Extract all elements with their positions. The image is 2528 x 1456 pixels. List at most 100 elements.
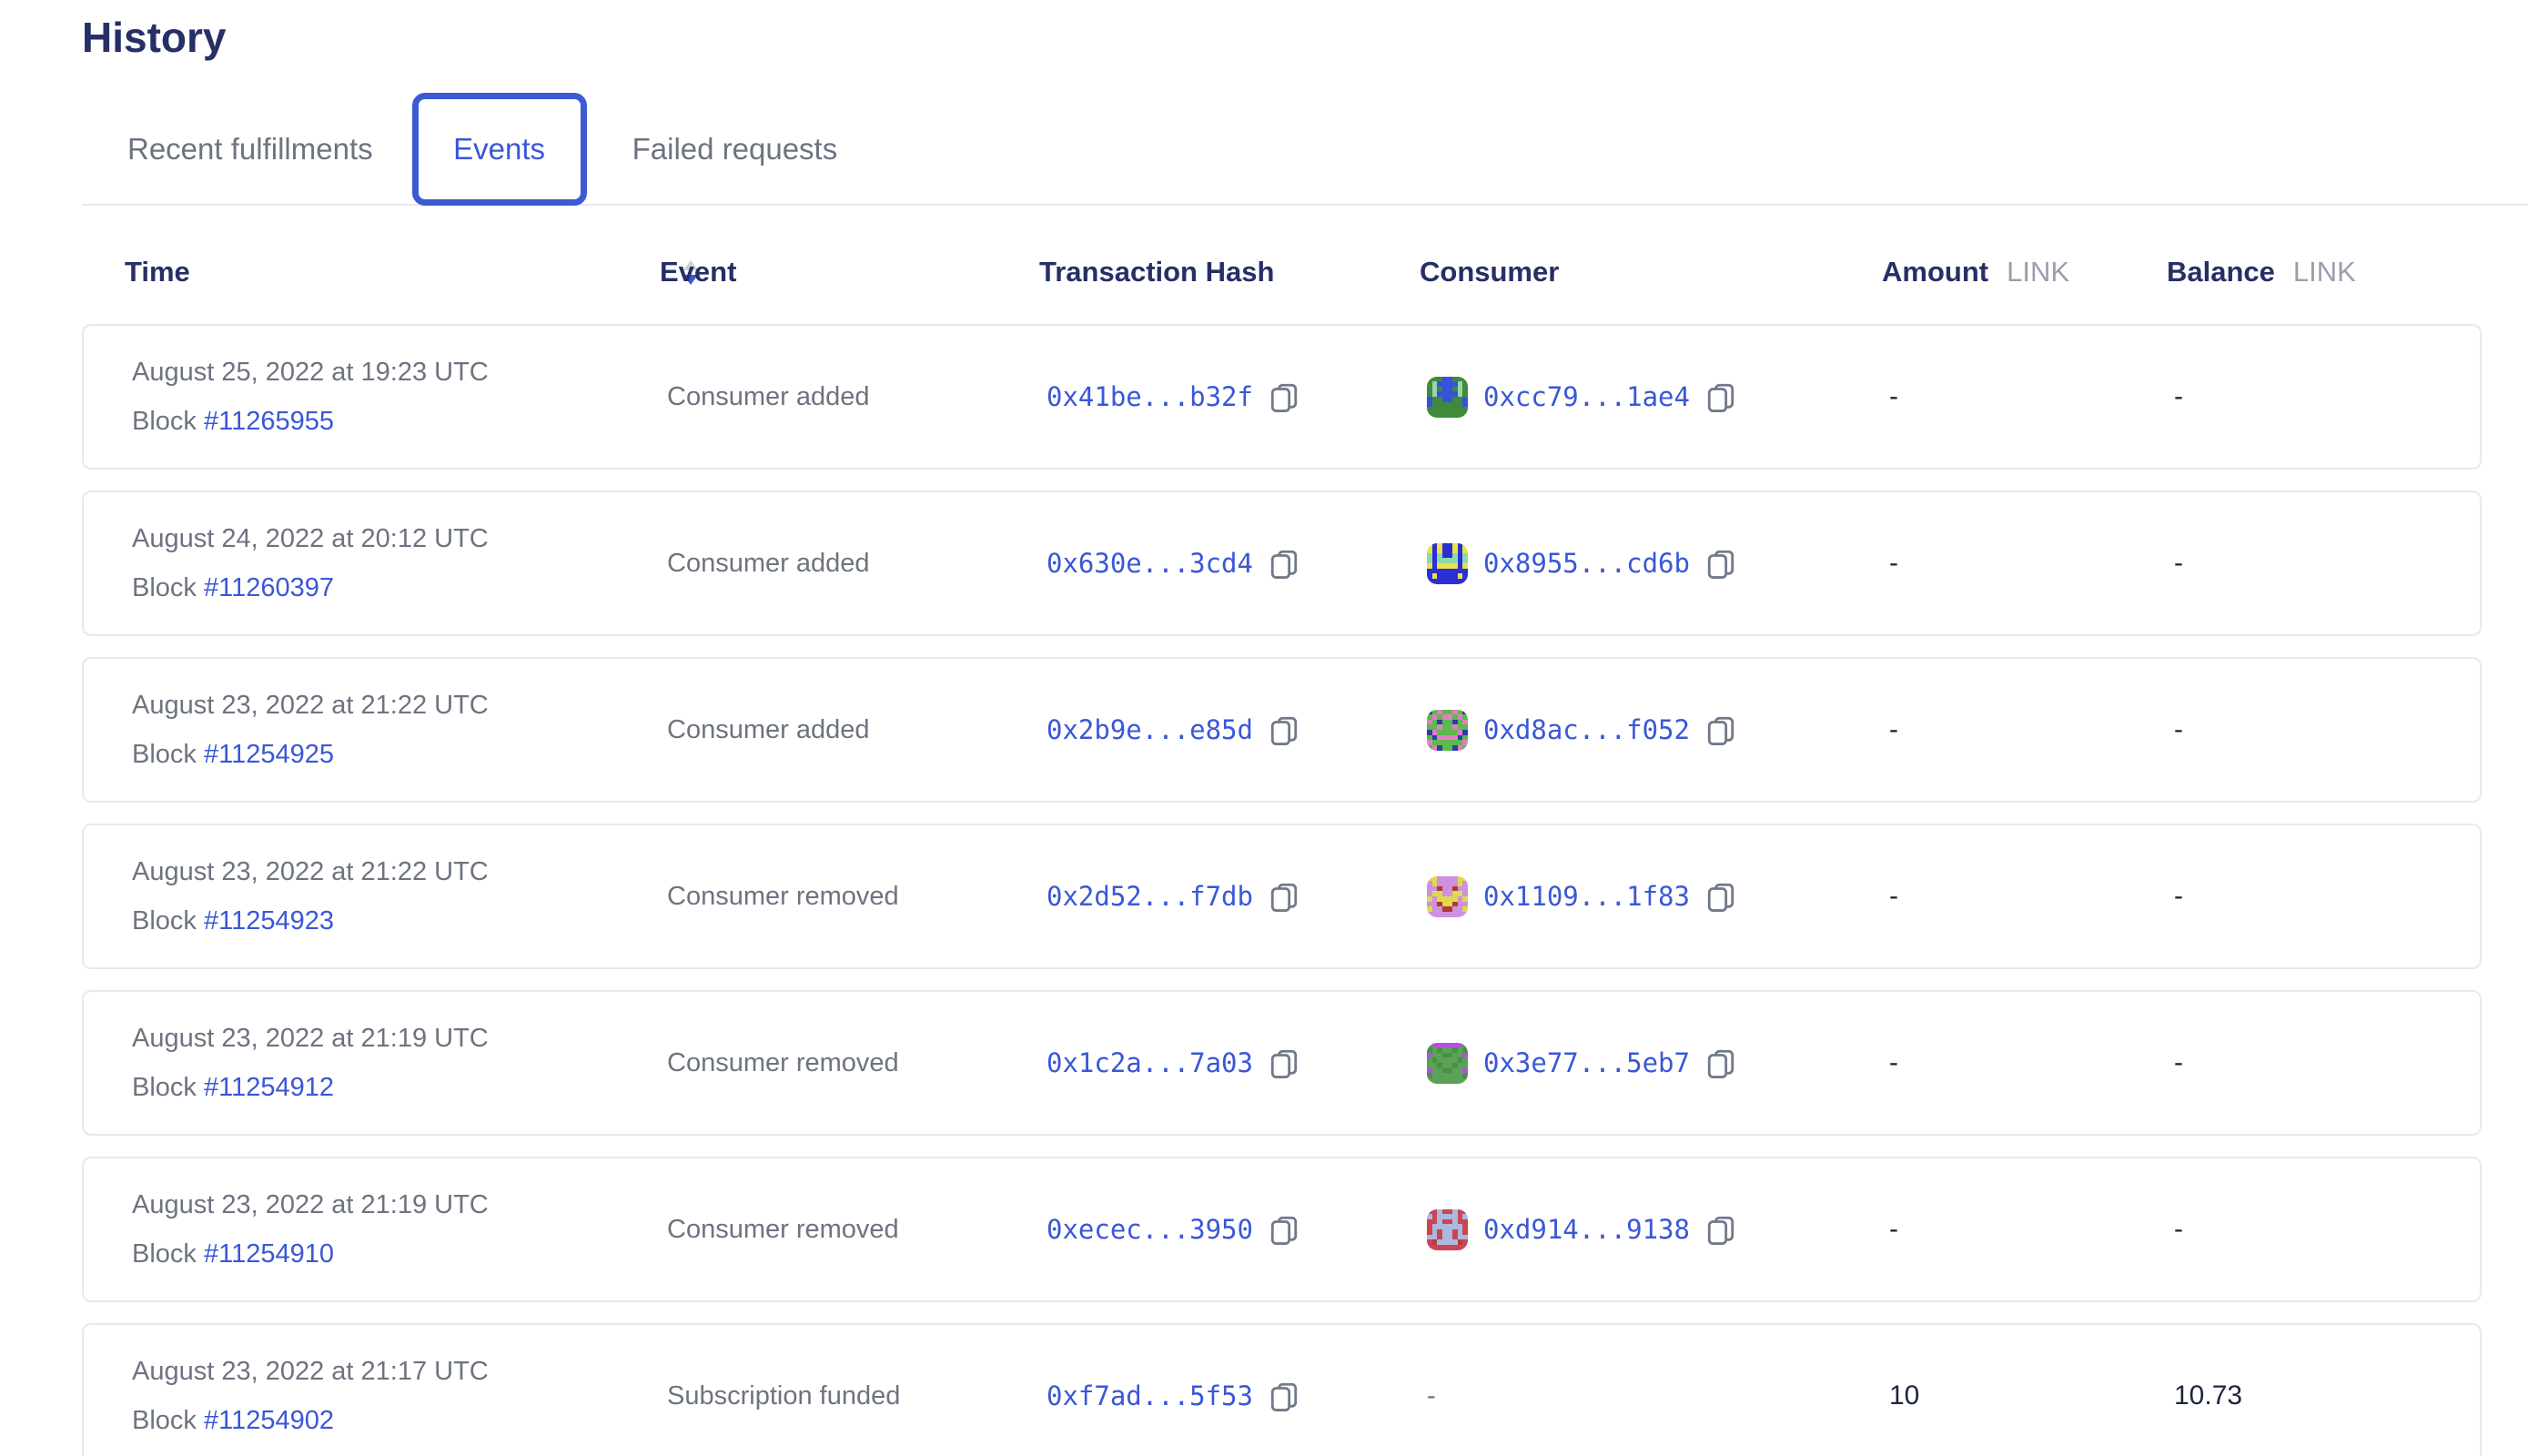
block-line: Block #11254925 [132,739,667,770]
event-date: August 25, 2022 at 19:23 UTC [132,358,489,387]
column-header-time-label: Time [125,256,190,288]
event-type-label: Consumer removed [667,1047,899,1077]
tab-recent-fulfillments[interactable]: Recent fulfillments [127,132,373,166]
balance-value: - [2174,714,2183,744]
transaction-hash-cell: 0x41be...b32f [1047,381,1427,412]
sort-toggle[interactable] [678,255,703,290]
table-row: August 24, 2022 at 20:12 UTC Block #1126… [82,490,2482,636]
consumer-cell: 0x8955...cd6b [1427,542,1889,584]
balance-value: - [2174,548,2183,578]
consumer-group: 0xcc79...1ae4 [1427,376,1736,418]
block-label: Block [132,740,197,769]
event-date: August 23, 2022 at 21:22 UTC [132,857,489,886]
copy-icon[interactable] [1269,548,1299,579]
copy-icon[interactable] [1269,881,1299,912]
balance-value: - [2174,1047,2183,1077]
transaction-hash-link[interactable]: 0xf7ad...5f53 [1047,1380,1253,1411]
column-header-event: Event [660,256,737,288]
consumer-address-link[interactable]: 0xd914...9138 [1483,1214,1690,1245]
block-number-link[interactable]: #11254925 [203,740,334,769]
transaction-hash-link[interactable]: 0xecec...3950 [1047,1214,1253,1245]
copy-icon[interactable] [1705,714,1736,745]
event-date: August 23, 2022 at 21:19 UTC [132,1190,489,1219]
tab-failed-requests[interactable]: Failed requests [632,132,838,166]
event-type-label: Consumer added [667,714,870,744]
transaction-hash-link[interactable]: 0x2b9e...e85d [1047,714,1253,745]
copy-icon[interactable] [1269,714,1299,745]
time-cell: August 23, 2022 at 21:19 UTC Block #1125… [132,1023,667,1103]
block-line: Block #11254902 [132,1405,667,1436]
block-label: Block [132,573,197,602]
copy-icon[interactable] [1269,1047,1299,1078]
copy-icon[interactable] [1269,1214,1299,1245]
amount-value: - [1889,881,1898,911]
block-label: Block [132,1406,197,1435]
block-label: Block [132,1239,197,1269]
time-cell: August 24, 2022 at 20:12 UTC Block #1126… [132,523,667,603]
block-line: Block #11254912 [132,1072,667,1103]
block-number-link[interactable]: #11254910 [203,1239,334,1269]
time-cell: August 23, 2022 at 21:19 UTC Block #1125… [132,1189,667,1269]
consumer-address-link[interactable]: 0x8955...cd6b [1483,548,1690,579]
event-date: August 24, 2022 at 20:12 UTC [132,524,489,553]
transaction-hash-cell: 0x2b9e...e85d [1047,714,1427,745]
copy-icon[interactable] [1705,1214,1736,1245]
amount-value: - [1889,1214,1898,1244]
copy-icon[interactable] [1705,1047,1736,1078]
block-number-link[interactable]: #11254923 [203,906,334,935]
block-label: Block [132,906,197,935]
block-line: Block #11254910 [132,1239,667,1269]
event-type-label: Consumer removed [667,881,899,911]
consumer-cell: 0x1109...1f83 [1427,875,1889,917]
table-header-row: Time Event Transaction Hash Consumer Amo… [82,240,2482,304]
copy-icon[interactable] [1269,381,1299,412]
copy-icon[interactable] [1705,881,1736,912]
block-line: Block #11260397 [132,572,667,603]
amount-value: - [1889,1047,1898,1077]
table-row: August 25, 2022 at 19:23 UTC Block #1126… [82,324,2482,470]
consumer-cell: - [1427,1381,1889,1411]
transaction-hash-link[interactable]: 0x1c2a...7a03 [1047,1047,1253,1078]
block-number-link[interactable]: #11260397 [203,573,334,602]
copy-icon[interactable] [1705,548,1736,579]
block-line: Block #11265955 [132,406,667,437]
transaction-hash-cell: 0x630e...3cd4 [1047,548,1427,579]
block-number-link[interactable]: #11265955 [203,407,334,436]
block-label: Block [132,407,197,436]
block-number-link[interactable]: #11254902 [203,1406,334,1435]
transaction-hash-cell: 0x1c2a...7a03 [1047,1047,1427,1078]
column-header-time[interactable]: Time [125,255,703,290]
block-number-link[interactable]: #11254912 [203,1073,334,1102]
column-header-transaction-hash: Transaction Hash [1039,256,1275,288]
amount-value: - [1889,381,1898,411]
sort-desc-arrow-icon [683,274,698,285]
transaction-hash-link[interactable]: 0x41be...b32f [1047,381,1253,412]
consumer-cell: 0xd8ac...f052 [1427,709,1889,751]
transaction-hash-link[interactable]: 0x2d52...f7db [1047,881,1253,912]
table-row: August 23, 2022 at 21:19 UTC Block #1125… [82,990,2482,1136]
transaction-hash-cell: 0x2d52...f7db [1047,881,1427,912]
time-cell: August 23, 2022 at 21:17 UTC Block #1125… [132,1356,667,1436]
consumer-address-link[interactable]: 0xd8ac...f052 [1483,714,1690,745]
balance-value: - [2174,881,2183,911]
consumer-address-link[interactable]: 0xcc79...1ae4 [1483,381,1690,412]
table-row: August 23, 2022 at 21:19 UTC Block #1125… [82,1157,2482,1302]
table-row: August 23, 2022 at 21:17 UTC Block #1125… [82,1323,2482,1456]
time-cell: August 23, 2022 at 21:22 UTC Block #1125… [132,856,667,936]
consumer-address-link[interactable]: 0x1109...1f83 [1483,881,1690,912]
consumer-empty-value: - [1427,1380,1436,1410]
copy-icon[interactable] [1705,381,1736,412]
consumer-address-link[interactable]: 0x3e77...5eb7 [1483,1047,1690,1078]
column-header-balance: Balance LINK [2167,256,2356,288]
time-cell: August 23, 2022 at 21:22 UTC Block #1125… [132,690,667,770]
time-cell: August 25, 2022 at 19:23 UTC Block #1126… [132,357,667,437]
page-title: History [82,14,227,61]
tab-events[interactable]: Events [411,93,587,206]
copy-icon[interactable] [1269,1380,1299,1411]
transaction-hash-link[interactable]: 0x630e...3cd4 [1047,548,1253,579]
balance-value: - [2174,1214,2183,1244]
event-type-label: Consumer added [667,381,870,411]
transaction-hash-cell: 0xecec...3950 [1047,1214,1427,1245]
balance-value: - [2174,381,2183,411]
consumer-group: 0xd914...9138 [1427,1208,1736,1250]
